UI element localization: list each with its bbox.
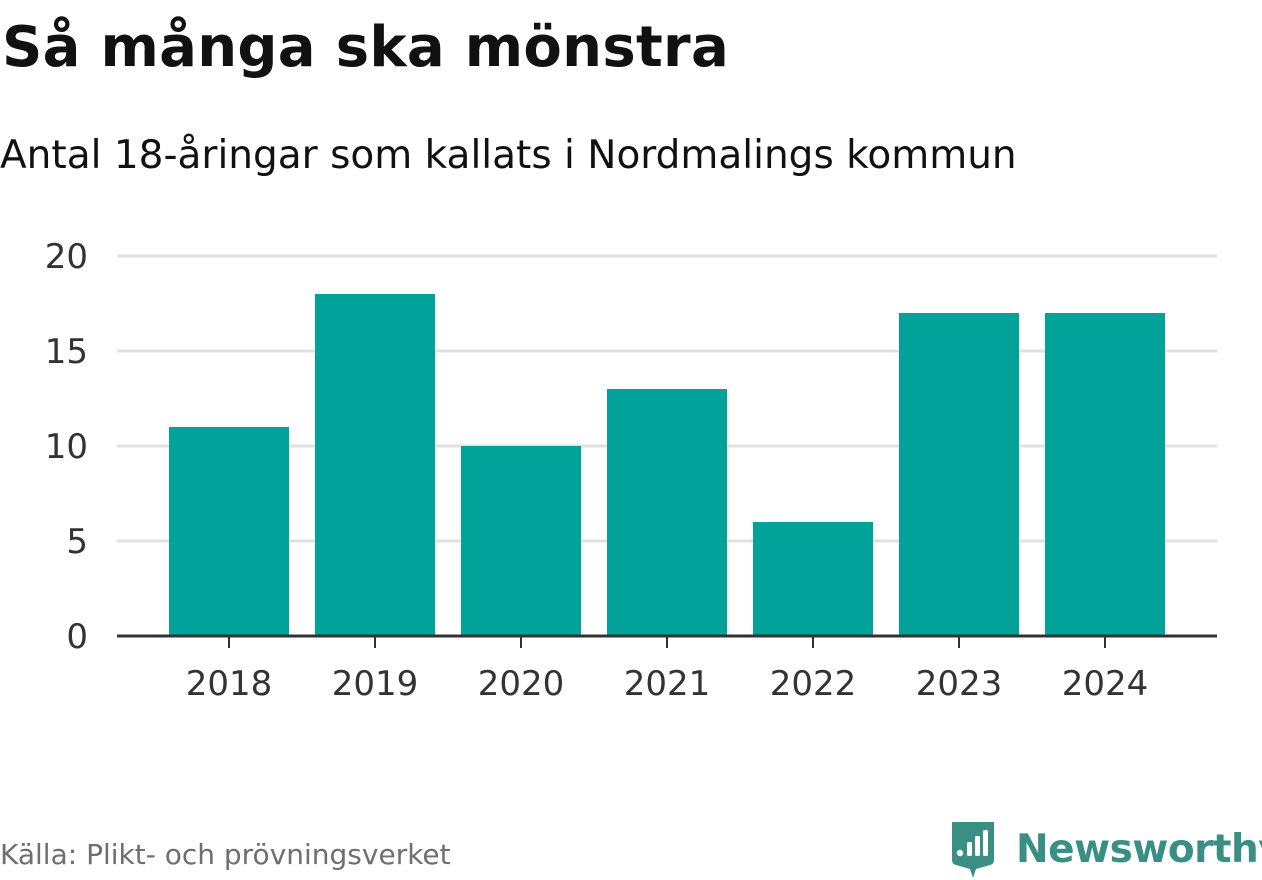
y-tick-label: 15 <box>45 332 88 372</box>
bar-2024[interactable] <box>1045 313 1165 636</box>
bar-2021[interactable] <box>607 389 727 636</box>
x-tick-label: 2024 <box>1062 664 1149 704</box>
x-tick-label: 2023 <box>916 664 1003 704</box>
x-axis-ticks: 2018 2019 2020 2021 2022 2023 2024 <box>186 636 1149 704</box>
brand[interactable]: Newsworthy <box>948 818 1262 880</box>
bar-2020[interactable] <box>461 446 581 636</box>
chart-subtitle: Antal 18-åringar som kallats i Nordmalin… <box>0 133 1017 178</box>
y-tick-label: 5 <box>66 522 88 562</box>
x-tick-label: 2019 <box>332 664 419 704</box>
x-tick-label: 2018 <box>186 664 273 704</box>
x-tick-label: 2020 <box>478 664 565 704</box>
bar-2018[interactable] <box>169 427 289 636</box>
bar-2022[interactable] <box>753 522 873 636</box>
y-axis-ticks: 0 5 10 15 20 <box>45 237 88 657</box>
x-tick-label: 2021 <box>624 664 711 704</box>
y-tick-label: 10 <box>45 427 88 467</box>
brand-name: Newsworthy <box>1016 826 1262 872</box>
newsworthy-logo-icon <box>952 822 994 878</box>
bar-2019[interactable] <box>315 294 435 636</box>
bar-2023[interactable] <box>899 313 1019 636</box>
y-tick-label: 0 <box>66 617 88 657</box>
source-note: Källa: Plikt- och prövningsverket <box>0 838 451 871</box>
y-tick-label: 20 <box>45 237 88 277</box>
x-tick-label: 2022 <box>770 664 857 704</box>
chart-title: Så många ska mönstra <box>2 15 730 80</box>
bars <box>169 294 1165 636</box>
